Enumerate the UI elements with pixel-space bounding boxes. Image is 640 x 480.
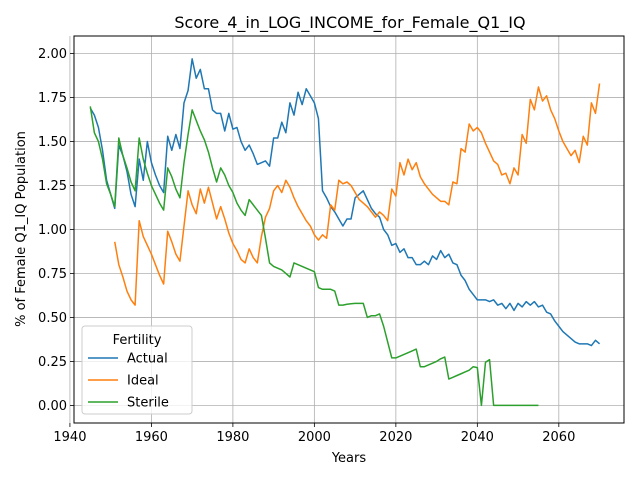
legend: Fertility Actual Ideal Sterile <box>82 326 192 414</box>
x-tick-label: 2000 <box>298 430 331 445</box>
x-tick-label: 2020 <box>379 430 412 445</box>
y-tick-label: 1.50 <box>38 135 67 150</box>
y-tick-label: 0.25 <box>38 355 67 370</box>
legend-title: Fertility <box>113 333 162 348</box>
legend-entry-sterile: Sterile <box>127 396 169 411</box>
x-tick-label: 1980 <box>216 430 249 445</box>
y-axis-label: % of Female Q1_IQ Population <box>14 131 29 327</box>
y-tick-label: 2.00 <box>38 47 67 62</box>
y-tick-label: 1.75 <box>38 91 67 106</box>
legend-entry-actual: Actual <box>127 352 168 367</box>
x-tick-label: 1960 <box>135 430 168 445</box>
x-tick-label: 2060 <box>542 430 575 445</box>
x-tick-label: 1940 <box>53 430 86 445</box>
y-tick-label: 0.00 <box>38 399 67 414</box>
legend-entry-ideal: Ideal <box>127 374 159 389</box>
y-tick-label: 0.75 <box>38 267 67 282</box>
x-tick-label: 2040 <box>461 430 494 445</box>
chart-title: Score_4_in_LOG_INCOME_for_Female_Q1_IQ <box>174 13 525 33</box>
x-axis-label: Years <box>331 451 367 466</box>
y-tick-label: 1.00 <box>38 223 67 238</box>
y-tick-label: 0.50 <box>38 311 67 326</box>
y-tick-label: 1.25 <box>38 179 67 194</box>
